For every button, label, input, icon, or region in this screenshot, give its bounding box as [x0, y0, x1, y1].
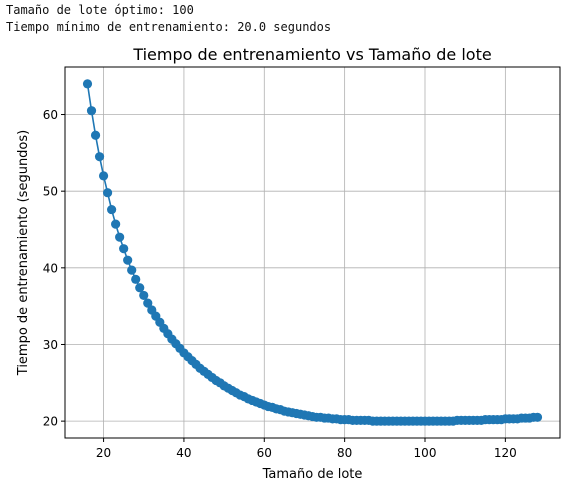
y-tick-label: 20	[43, 415, 58, 429]
data-point	[131, 274, 141, 284]
x-tick-label: 120	[494, 446, 517, 460]
axis-ticks: 20 40 60 80 100 120 20 30 40 50 60	[43, 108, 517, 460]
data-point	[98, 171, 109, 181]
data-point	[127, 265, 137, 275]
data-point	[115, 232, 125, 242]
data-point	[102, 188, 113, 198]
series-training-time	[82, 79, 543, 426]
console-line-min-time: Tiempo mínimo de entrenamiento: 20.0 seg…	[6, 20, 332, 34]
data-point	[139, 290, 149, 301]
x-tick-label: 100	[414, 446, 437, 460]
x-axis-label: Tamaño de lote	[262, 467, 363, 482]
plot-frame	[64, 66, 561, 439]
data-point	[111, 219, 121, 229]
console-output: Tamaño de lote óptimo: 100 Tiempo mínimo …	[6, 2, 331, 36]
y-tick-label: 50	[43, 185, 58, 199]
y-axis-label: Tiempo de entrenamiento (segundos)	[16, 130, 31, 376]
data-point	[143, 298, 153, 308]
data-point	[86, 106, 97, 116]
data-point	[107, 204, 117, 215]
x-tick-label: 40	[176, 446, 191, 460]
series-line	[86, 83, 538, 422]
data-point	[90, 130, 101, 140]
x-tick-label: 80	[337, 446, 352, 460]
data-point	[123, 255, 133, 265]
y-tick-label: 30	[43, 338, 58, 352]
console-line-optimal-batch: Tamaño de lote óptimo: 100	[6, 3, 194, 17]
y-tick-label: 40	[43, 261, 58, 275]
chart-title: Tiempo de entrenamiento vs Tamaño de lot…	[132, 45, 491, 64]
data-point	[135, 283, 145, 293]
x-tick-label: 60	[257, 446, 272, 460]
data-point	[119, 244, 129, 254]
data-point	[94, 152, 105, 162]
x-tick-label: 20	[96, 446, 111, 460]
data-point	[82, 79, 93, 89]
data-point	[532, 412, 543, 422]
grid-lines	[65, 67, 560, 438]
y-tick-label: 60	[43, 108, 58, 122]
